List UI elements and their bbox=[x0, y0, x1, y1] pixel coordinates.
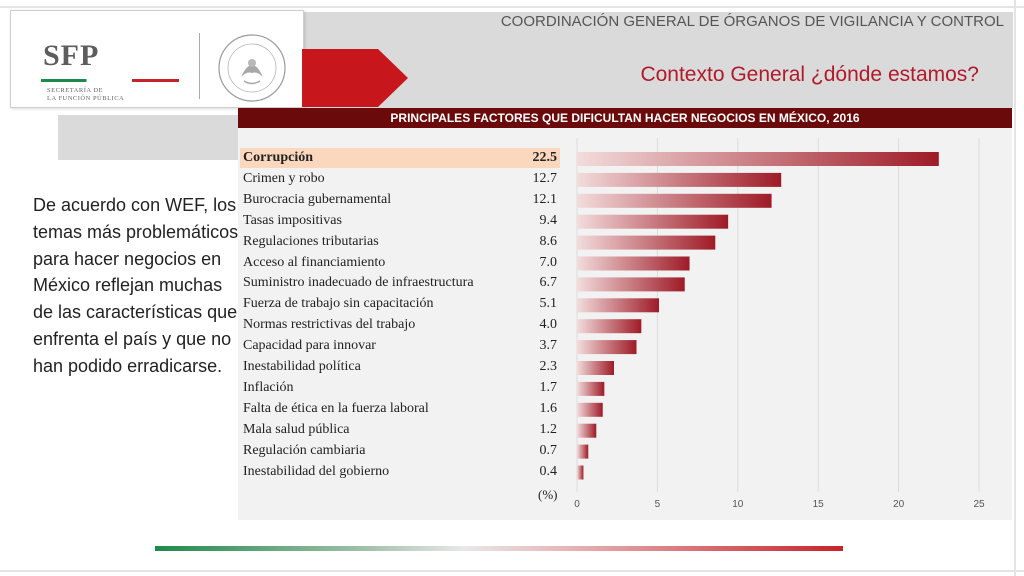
bar bbox=[577, 361, 614, 375]
bar bbox=[577, 340, 637, 355]
category-row: Falta de ética en la fuerza laboral 1.6 bbox=[240, 399, 560, 419]
sfp-logo: SFP SECRETARÍA DE LA FUNCIÓN PÚBLICA bbox=[10, 10, 304, 108]
category-row: Corrupción 22.5 bbox=[240, 148, 560, 168]
value-label: 5.1 bbox=[539, 296, 558, 312]
value-label: 2.3 bbox=[539, 359, 558, 374]
x-tick-label: 20 bbox=[893, 499, 905, 510]
bar bbox=[577, 235, 716, 250]
bar bbox=[577, 152, 939, 166]
category-label: Crimen y robo bbox=[243, 170, 325, 186]
logo-flag-line bbox=[41, 79, 179, 82]
logo-divider bbox=[199, 33, 200, 99]
category-row: Inestabilidad del gobierno 0.4 bbox=[240, 462, 560, 482]
bar bbox=[577, 214, 729, 229]
category-label: Regulaciones tributarias bbox=[243, 233, 379, 249]
description-text: De acuerdo con WEF, los temas más proble… bbox=[33, 195, 239, 376]
value-label: 4.0 bbox=[539, 317, 558, 333]
value-label: 6.7 bbox=[539, 275, 558, 291]
category-row: Acceso al financiamiento 7.0 bbox=[240, 253, 560, 273]
x-tick-label: 25 bbox=[973, 499, 985, 510]
frame-top-line bbox=[0, 6, 1024, 8]
side-accent-block bbox=[58, 115, 238, 160]
value-label: 22.5 bbox=[532, 150, 558, 165]
value-label: 9.4 bbox=[539, 212, 558, 228]
category-label: Capacidad para innovar bbox=[243, 338, 376, 354]
value-label: 0.7 bbox=[539, 442, 558, 458]
value-label: 1.7 bbox=[539, 379, 558, 395]
category-label: Mala salud pública bbox=[243, 421, 350, 437]
category-label: Regulación cambiaria bbox=[243, 442, 366, 458]
chart-title: PRINCIPALES FACTORES QUE DIFICULTAN HACE… bbox=[238, 108, 1012, 128]
bar bbox=[577, 423, 597, 438]
logo-subtitle: SECRETARÍA DE LA FUNCIÓN PÚBLICA bbox=[47, 87, 125, 102]
value-label: 1.6 bbox=[539, 400, 558, 416]
value-label: 0.4 bbox=[539, 463, 558, 479]
bar-chart: 0 5 10 15 20 25 bbox=[574, 138, 985, 510]
frame-right-line bbox=[1014, 0, 1016, 576]
bar bbox=[577, 444, 589, 459]
category-row: Inestabilidad política 2.3 bbox=[240, 357, 560, 377]
value-label: 12.1 bbox=[532, 191, 558, 207]
national-seal-icon bbox=[218, 34, 286, 102]
value-label: 8.6 bbox=[539, 233, 558, 249]
bar bbox=[577, 319, 642, 334]
org-title: COORDINACIÓN GENERAL DE ÓRGANOS DE VIGIL… bbox=[500, 13, 1004, 30]
bottom-flag-line bbox=[155, 546, 843, 551]
logo-wordmark: SFP bbox=[43, 39, 100, 72]
category-row: Fuerza de trabajo sin capacitación 5.1 bbox=[240, 294, 560, 314]
x-tick-label: 5 bbox=[655, 499, 661, 510]
header-arrow-icon bbox=[302, 49, 408, 107]
unit-label: (%) bbox=[538, 487, 558, 502]
category-label: Inestabilidad política bbox=[243, 359, 361, 374]
bar bbox=[577, 256, 690, 271]
category-label: Falta de ética en la fuerza laboral bbox=[243, 400, 429, 416]
category-label: Burocracia gubernamental bbox=[243, 191, 392, 207]
category-row: Normas restrictivas del trabajo 4.0 bbox=[240, 315, 560, 335]
bar bbox=[577, 381, 605, 396]
bar bbox=[577, 277, 685, 292]
value-label: 1.2 bbox=[539, 421, 558, 437]
frame-bottom-line bbox=[0, 570, 1024, 572]
category-label: Corrupción bbox=[243, 150, 313, 165]
page-title: Contexto General ¿dónde estamos? bbox=[640, 63, 979, 86]
bar bbox=[577, 465, 584, 480]
category-row: Regulación cambiaria 0.7 bbox=[240, 441, 560, 461]
category-row: Capacidad para innovar 3.7 bbox=[240, 336, 560, 356]
category-row: Burocracia gubernamental 12.1 bbox=[240, 190, 560, 210]
category-row: Inflación 1.7 bbox=[240, 378, 560, 398]
bar bbox=[577, 172, 782, 187]
category-row: Crimen y robo 12.7 bbox=[240, 169, 560, 189]
bar bbox=[577, 298, 660, 313]
value-label: 7.0 bbox=[539, 254, 558, 270]
bar bbox=[577, 402, 603, 417]
x-tick-label: 10 bbox=[732, 499, 744, 510]
bar bbox=[577, 193, 772, 208]
category-row: Regulaciones tributarias 8.6 bbox=[240, 232, 560, 252]
category-label: Normas restrictivas del trabajo bbox=[243, 317, 416, 333]
category-row: Mala salud pública 1.2 bbox=[240, 420, 560, 440]
category-label: Inflación bbox=[243, 379, 294, 395]
category-row: Suministro inadecuado de infraestructura… bbox=[240, 273, 560, 293]
value-label: 3.7 bbox=[539, 338, 558, 354]
value-label: 12.7 bbox=[532, 170, 558, 186]
category-label: Inestabilidad del gobierno bbox=[243, 463, 390, 479]
category-label: Acceso al financiamiento bbox=[243, 254, 386, 270]
category-label: Tasas impositivas bbox=[243, 212, 342, 228]
chart-panel: PRINCIPALES FACTORES QUE DIFICULTAN HACE… bbox=[238, 108, 1012, 520]
category-row: Tasas impositivas 9.4 bbox=[240, 211, 560, 231]
category-label: Suministro inadecuado de infraestructura bbox=[243, 275, 474, 291]
category-label: Fuerza de trabajo sin capacitación bbox=[243, 296, 434, 312]
x-tick-label: 0 bbox=[574, 499, 580, 510]
x-tick-label: 15 bbox=[813, 499, 825, 510]
